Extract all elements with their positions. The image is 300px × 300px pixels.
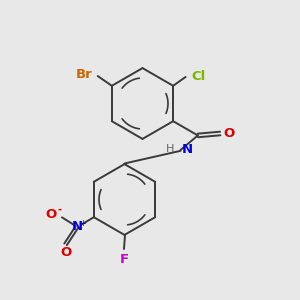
Text: -: - [58,205,62,215]
Text: N: N [71,220,82,233]
Text: F: F [120,253,129,266]
Text: O: O [45,208,57,221]
Text: Cl: Cl [191,70,206,83]
Text: +: + [80,218,86,227]
Text: Br: Br [76,68,92,81]
Text: O: O [224,127,235,140]
Text: N: N [182,143,193,156]
Text: H: H [166,144,174,154]
Text: O: O [60,246,71,259]
